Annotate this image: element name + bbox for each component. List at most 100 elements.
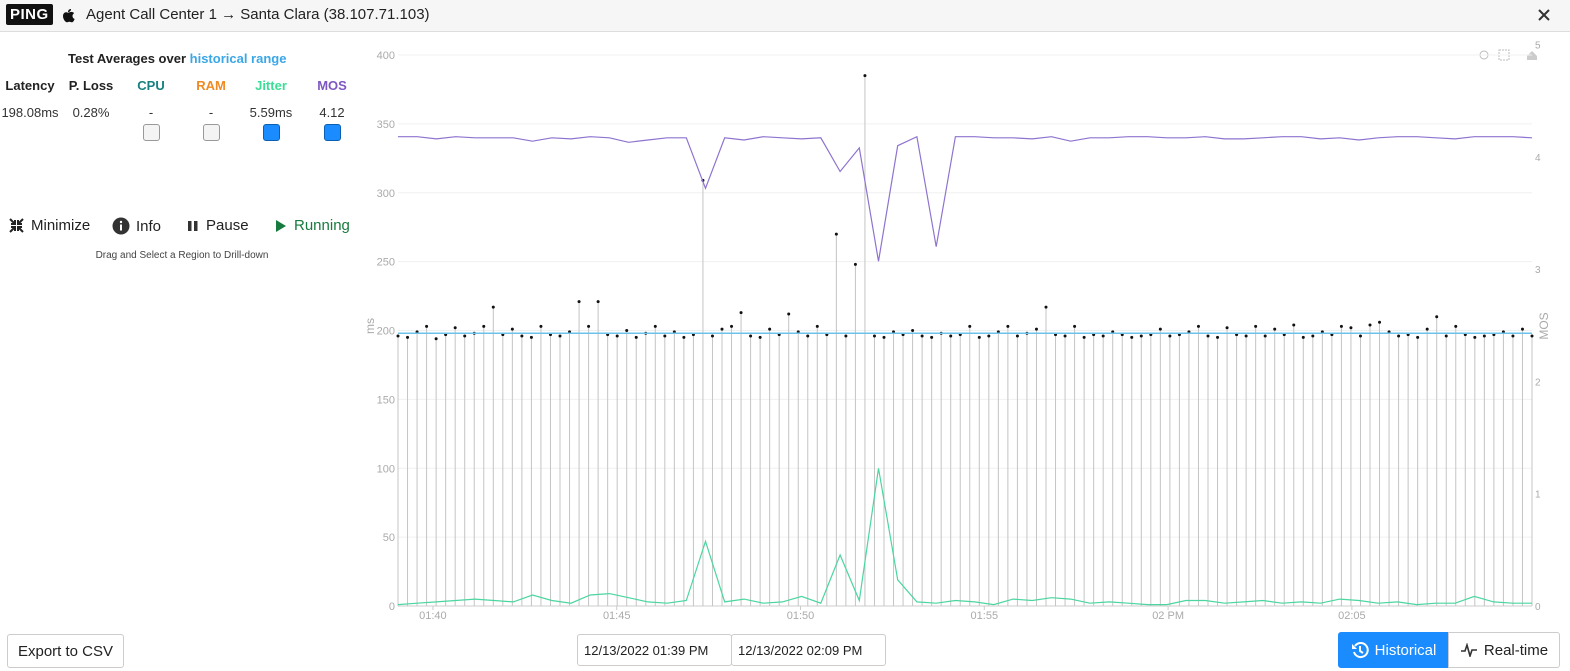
y-axis-title: ms (363, 318, 377, 334)
historical-button[interactable]: Historical (1338, 632, 1449, 668)
latency-point (520, 334, 524, 338)
latency-point (634, 335, 638, 339)
close-button[interactable] (1537, 8, 1551, 22)
latency-point (539, 324, 543, 328)
end-date[interactable]: 12/13/2022 02:09 PM (731, 634, 886, 666)
latency-point (1311, 334, 1315, 338)
latency-point (1425, 327, 1429, 331)
latency-point (1168, 334, 1172, 338)
y-tick-label: 0 (389, 601, 395, 613)
chart[interactable]: ms MOS 0 50 100 150 200 250 300 350 400 0 1 2 3 4 5 01:… (0, 0, 1570, 630)
latency-point (815, 324, 819, 328)
column-value: - (148, 105, 154, 120)
summary-column: Jitter 5.59ms (241, 78, 301, 141)
latency-point (1444, 334, 1448, 338)
export-button[interactable]: Export to CSV (7, 634, 124, 668)
latency-point (968, 324, 972, 328)
summary-column: CPU - (121, 78, 181, 141)
hint: Drag and Select a Region to Drill-down (95, 250, 269, 261)
column-value: 4.12 (319, 105, 345, 120)
latency-point (1244, 334, 1248, 338)
latency-point (1454, 324, 1458, 328)
info-icon (112, 217, 130, 235)
range-link[interactable]: historical range (189, 51, 287, 66)
column-label: MOS (317, 78, 347, 93)
latency-point (1034, 327, 1038, 331)
latency-point (1139, 334, 1143, 338)
latency-point (577, 300, 581, 304)
y-tick-label: 250 (377, 257, 395, 269)
latency-point (406, 335, 410, 339)
checkbox[interactable] (262, 124, 280, 141)
y2-tick-label: 0 (1535, 602, 1541, 613)
latency-point (730, 324, 734, 328)
latency-point (930, 335, 934, 339)
latency-point (1473, 335, 1477, 339)
latency-point (844, 334, 848, 338)
x-tick-label: 02 PM (1152, 610, 1184, 622)
latency-point (1063, 334, 1067, 338)
label: Minimize (31, 217, 91, 234)
latency-point (1263, 334, 1267, 338)
latency-point (1196, 324, 1200, 328)
header: PING Agent Call Center 1 → Santa Clara (… (0, 0, 1570, 32)
heading-text: Test Averages over (68, 51, 190, 66)
latency-point (1339, 324, 1343, 328)
y-tick-label: 100 (377, 463, 395, 475)
column-label: Latency (5, 78, 55, 93)
summary-column: P. Loss 0.28% (61, 78, 121, 120)
latency-point (882, 335, 886, 339)
running-status[interactable]: Running (274, 217, 350, 234)
minimize-button[interactable]: Minimize (8, 217, 90, 234)
badge: PING (6, 4, 53, 25)
label: Real-time (1483, 641, 1549, 659)
latency-point (434, 337, 438, 341)
latency-point (949, 334, 953, 338)
label: Pause (206, 217, 249, 234)
checkbox[interactable] (202, 124, 220, 141)
latency-point (1368, 323, 1372, 327)
column-label: RAM (196, 78, 226, 93)
latency-point (1273, 327, 1277, 331)
latency-point (682, 335, 686, 339)
latency-point (1397, 334, 1401, 338)
latency-point (453, 326, 457, 330)
checkbox[interactable] (323, 124, 341, 141)
latency-point (1482, 334, 1486, 338)
realtime-button[interactable]: Real-time (1448, 632, 1560, 668)
title: Agent Call Center 1 → Santa Clara (38.10… (86, 6, 430, 23)
x-tick-label: 02:05 (1338, 610, 1366, 622)
summary-heading: Test Averages over historical range (68, 51, 286, 66)
checkbox[interactable] (142, 124, 160, 141)
latency-point (510, 327, 514, 331)
latency-point (1378, 320, 1382, 324)
latency-point (625, 329, 629, 332)
latency-point (834, 232, 838, 236)
latency-point (787, 312, 791, 316)
summary-column: RAM - (181, 78, 241, 141)
series-line (398, 135, 1533, 262)
latency-point (853, 262, 857, 266)
x-tick-label: 01:55 (971, 610, 999, 622)
latency-point (558, 334, 562, 338)
y2-tick-label: 2 (1535, 377, 1541, 388)
y-tick-label: 150 (377, 394, 395, 406)
latency-point (806, 334, 810, 338)
play-icon (276, 219, 286, 232)
y2-axis-title: MOS (1537, 312, 1551, 339)
series-line (397, 468, 1532, 606)
latency-point (768, 327, 772, 331)
info-button[interactable]: Info (112, 217, 161, 235)
history-icon (1351, 642, 1369, 659)
y-tick-label: 400 (377, 50, 395, 62)
latency-point (1225, 326, 1229, 330)
latency-point (872, 334, 876, 338)
latency-point (987, 334, 991, 338)
latency-point (920, 334, 924, 338)
label: Info (136, 217, 162, 235)
latency-point (1216, 335, 1220, 339)
latency-point (463, 334, 467, 338)
pause-button[interactable]: Pause (186, 217, 249, 234)
start-date[interactable]: 12/13/2022 01:39 PM (577, 634, 732, 666)
